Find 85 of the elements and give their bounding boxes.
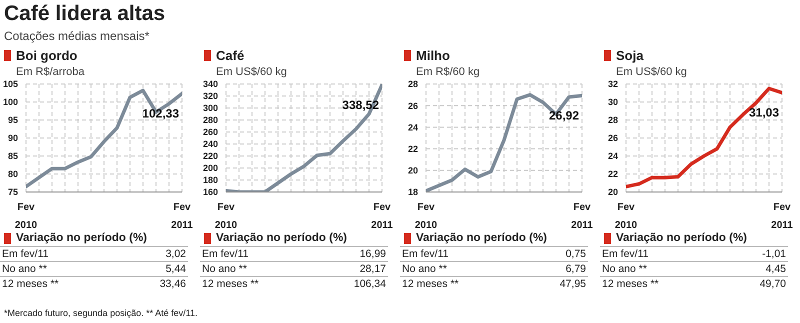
text: 4,45 xyxy=(766,263,786,275)
y-tick-label: 240 xyxy=(202,139,218,150)
text: Em fev/11 xyxy=(602,248,648,260)
y-tick-label: 24 xyxy=(608,151,618,162)
x-tick-label: Fev 2010 xyxy=(214,202,238,231)
text: 33,46 xyxy=(160,278,186,290)
text: -1,01 xyxy=(762,248,786,260)
line-series xyxy=(426,93,582,192)
y-tick-label: 32 xyxy=(608,79,618,90)
chart-title: Café xyxy=(215,48,246,63)
line-series xyxy=(226,84,382,192)
text: 12 meses ** xyxy=(202,278,259,290)
y-tick-label: 300 xyxy=(202,103,218,114)
chart-title: Boi gordo xyxy=(15,48,78,63)
chart-subtitle: Em US$/60 kg xyxy=(616,66,688,78)
text: Em fev/11 xyxy=(2,248,48,260)
text: Em fev/11 xyxy=(202,248,248,260)
text: Cotações médias mensais* xyxy=(4,29,150,43)
y-tick-label: 280 xyxy=(202,115,218,126)
annotation: 31,03 xyxy=(748,106,780,120)
text: 16,99 xyxy=(360,248,386,260)
y-tick-label: 160 xyxy=(202,187,218,198)
y-tick-label: 260 xyxy=(202,127,218,138)
y-tick-label: 340 xyxy=(202,79,218,90)
text: Variação no período (%) xyxy=(415,232,548,244)
x-tick-label: Fev 2011 xyxy=(571,202,594,231)
x-tick-label: Fev 2010 xyxy=(614,202,638,231)
text: 3,02 xyxy=(166,248,186,260)
chart-subtitle: Em R$/60 kg xyxy=(416,66,481,78)
text: No ano ** xyxy=(402,263,447,275)
y-tick-label: 20 xyxy=(608,187,618,198)
x-tick-label: Fev 2010 xyxy=(14,202,38,231)
chart-subtitle: Em US$/60 kg xyxy=(216,66,288,78)
y-tick-label: 75 xyxy=(8,187,18,198)
y-tick-label: 100 xyxy=(2,97,18,108)
annotation: 26,92 xyxy=(548,108,580,123)
text: Variação no período (%) xyxy=(15,232,148,244)
y-tick-label: 85 xyxy=(8,151,18,162)
x-tick-label: Fev 2011 xyxy=(171,202,194,231)
y-tick-label: 28 xyxy=(608,115,618,126)
annotation: 102,33 xyxy=(142,106,180,121)
y-tick-label: 24 xyxy=(408,122,418,132)
y-tick-label: 95 xyxy=(8,115,18,126)
text: 12 meses ** xyxy=(2,278,59,290)
text: No ano ** xyxy=(202,263,247,275)
x-tick-label: Fev 2011 xyxy=(771,202,794,231)
y-tick-label: 26 xyxy=(608,133,618,144)
text: 0,75 xyxy=(566,248,586,260)
text: Café lidera altas xyxy=(4,2,166,26)
text: *Mercado futuro, segunda posição. ** Até fev/11. xyxy=(4,308,198,318)
y-tick-label: 30 xyxy=(608,97,618,108)
text: No ano ** xyxy=(2,263,47,275)
y-tick-label: 26 xyxy=(408,100,418,111)
text: 28,17 xyxy=(360,263,386,275)
y-tick-label: 80 xyxy=(8,169,18,180)
text: 12 meses ** xyxy=(602,278,659,290)
chart-title: Soja xyxy=(615,48,644,63)
text: 5,44 xyxy=(166,263,186,275)
x-tick-label: Fev 2011 xyxy=(371,202,394,231)
text: Variação no período (%) xyxy=(215,232,348,244)
y-tick-label: 220 xyxy=(202,151,218,162)
text: Variação no período (%) xyxy=(615,232,748,244)
y-tick-label: 22 xyxy=(608,169,618,180)
text: 49,70 xyxy=(760,278,786,290)
text: Em fev/11 xyxy=(402,248,448,260)
x-tick-label: Fev 2010 xyxy=(414,202,438,231)
text: 47,95 xyxy=(560,278,586,290)
y-tick-label: 28 xyxy=(408,79,418,90)
text: 12 meses ** xyxy=(402,278,459,290)
y-tick-label: 200 xyxy=(202,163,218,174)
y-tick-label: 180 xyxy=(202,175,218,186)
text: 6,79 xyxy=(566,263,586,275)
y-tick-label: 105 xyxy=(2,79,18,90)
chart-subtitle: Em R$/arroba xyxy=(16,66,86,78)
y-tick-label: 20 xyxy=(408,166,418,176)
y-tick-label: 18 xyxy=(408,187,418,198)
line-series xyxy=(26,88,182,188)
y-tick-label: 90 xyxy=(8,133,18,144)
text: 106,34 xyxy=(354,278,386,290)
y-tick-label: 22 xyxy=(408,144,418,154)
chart-title: Milho xyxy=(415,48,451,63)
annotation: 338,52 xyxy=(342,98,380,112)
line-series xyxy=(626,86,782,188)
text: No ano ** xyxy=(602,263,647,275)
y-tick-label: 320 xyxy=(202,91,218,102)
